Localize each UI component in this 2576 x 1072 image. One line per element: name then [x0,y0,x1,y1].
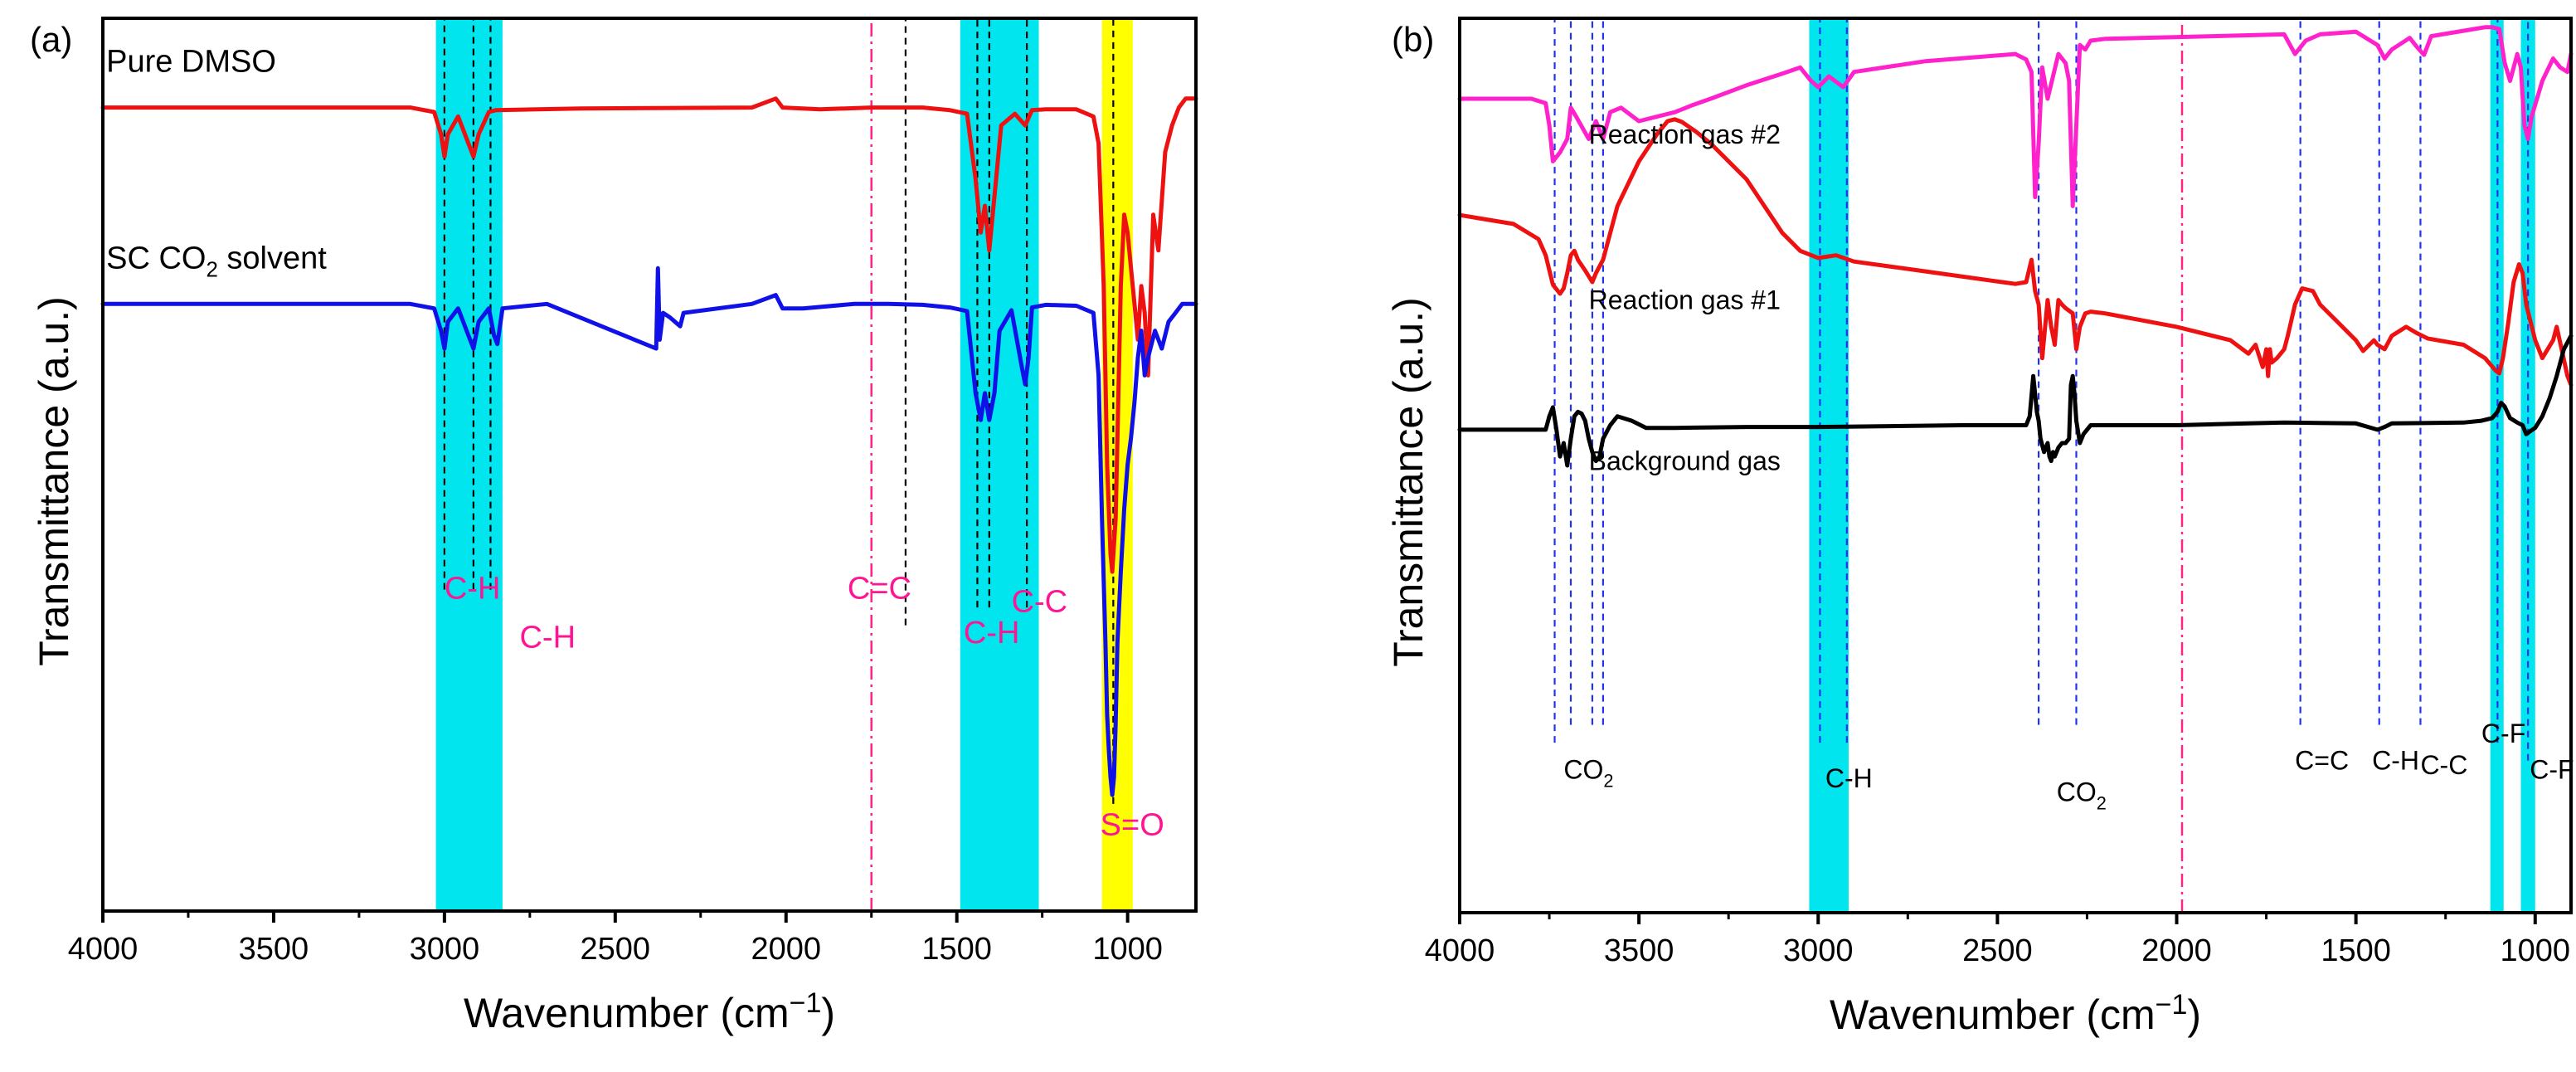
annotation-subscript: 2 [1603,770,1613,791]
annotation-subscript: 2 [2097,792,2107,813]
annotation-label: C-C [2420,750,2467,780]
annotation-label: Reaction gas #1 [1589,285,1781,314]
annotation-label: C-H [2372,746,2419,776]
x-axis-label: Wavenumber (cm−1) [464,987,835,1036]
x-axis-label-sup: −1 [2156,989,2188,1021]
x-axis-label-text: Wavenumber (cm [1830,992,2156,1038]
annotation-text: C-H [1825,763,1873,793]
panel-a: 4000 3500 3000 2500 2000 1500 1000 Wavenumber (… [30,18,1196,1036]
annotation-label: C=C [2295,746,2349,776]
annotation-label: Reaction gas #2 [1589,119,1781,149]
annotation-text: CO [1563,754,1603,784]
x-tick-label: 2000 [2141,933,2212,968]
annotation-text: C-H [964,616,1020,651]
annotation-text: SC CO [106,241,206,275]
annotation-text: Background gas [1589,446,1781,475]
y-axis-label: Transmittance (a.u.) [31,296,77,666]
x-axis-label-text: Wavenumber (cm [464,990,790,1036]
x-tick-label: 3000 [410,932,480,967]
annotation-text: Pure DMSO [106,45,276,80]
x-tick-label: 1000 [1092,932,1163,967]
annotation-text: C-H [2372,746,2419,776]
series-line-reaction-gas-2 [1460,27,2571,207]
annotation-label: S=O [1101,808,1164,843]
x-axis-label-end: ) [821,990,835,1036]
annotation-label: C-F [2530,754,2574,784]
x-tick-label: 1500 [2321,933,2391,968]
x-tick-label: 2500 [581,932,651,967]
annotation-label: Background gas [1589,446,1781,475]
ftir-figure: 4000 3500 3000 2500 2000 1500 1000 Wavenumber (… [0,0,2576,1072]
annotation-label: CO2 [2057,777,2107,813]
annotation-text: Reaction gas #1 [1589,285,1781,314]
annotation-label: CO2 [1563,754,1613,791]
annotation-text: C-C [2420,750,2467,780]
series-line-reaction-gas-1 [1460,119,2571,385]
x-axis-label-sup: −1 [790,987,822,1019]
annotation-label: Pure DMSO [106,45,276,80]
x-tick-label: 4000 [1425,933,1495,968]
x-axis-label-end: ) [2187,992,2201,1038]
x-tick-label: 3500 [1604,933,1674,968]
annotation-text: C=C [2295,746,2349,776]
annotation-label: C-F [2481,719,2525,748]
highlight-band [2491,18,2504,913]
annotation-text: Reaction gas #2 [1589,119,1781,149]
annotation-label: C=C [848,571,911,606]
panel-label: (a) [30,20,72,59]
annotation-text: S=O [1101,808,1164,843]
panel-b: 4000 3500 3000 2500 2000 1500 1000 Wavenumber (… [1385,18,2574,1038]
annotation-label: C-C [1012,585,1068,620]
annotation-text: C-F [2481,719,2525,748]
annotation-tail: solvent [218,241,327,275]
annotation-text: C-H [445,571,501,606]
x-tick-label: 3000 [1783,933,1854,968]
x-tick-label: 1000 [2501,933,2571,968]
annotation-text: CO [2057,777,2097,806]
annotation-label: C-H [964,616,1020,651]
annotation-text: C=C [848,571,911,606]
annotation-subscript: 2 [206,258,217,281]
x-tick-label: 1500 [921,932,992,967]
annotation-text: C-H [519,621,576,655]
annotation-label: C-H [445,571,501,606]
annotation-label: C-H [519,621,576,655]
x-tick-label: 3500 [239,932,309,967]
x-tick-label: 2000 [751,932,821,967]
annotation-label: SC CO2 solvent [106,241,327,281]
panel-label: (b) [1392,20,1434,59]
x-tick-label: 4000 [68,932,139,967]
annotation-text: C-F [2530,754,2574,784]
x-axis-label: Wavenumber (cm−1) [1830,989,2201,1038]
y-axis-label: Transmittance (a.u.) [1385,297,1431,667]
annotation-label: C-H [1825,763,1873,793]
annotation-text: C-C [1012,585,1068,620]
x-tick-label: 2500 [1962,933,2033,968]
